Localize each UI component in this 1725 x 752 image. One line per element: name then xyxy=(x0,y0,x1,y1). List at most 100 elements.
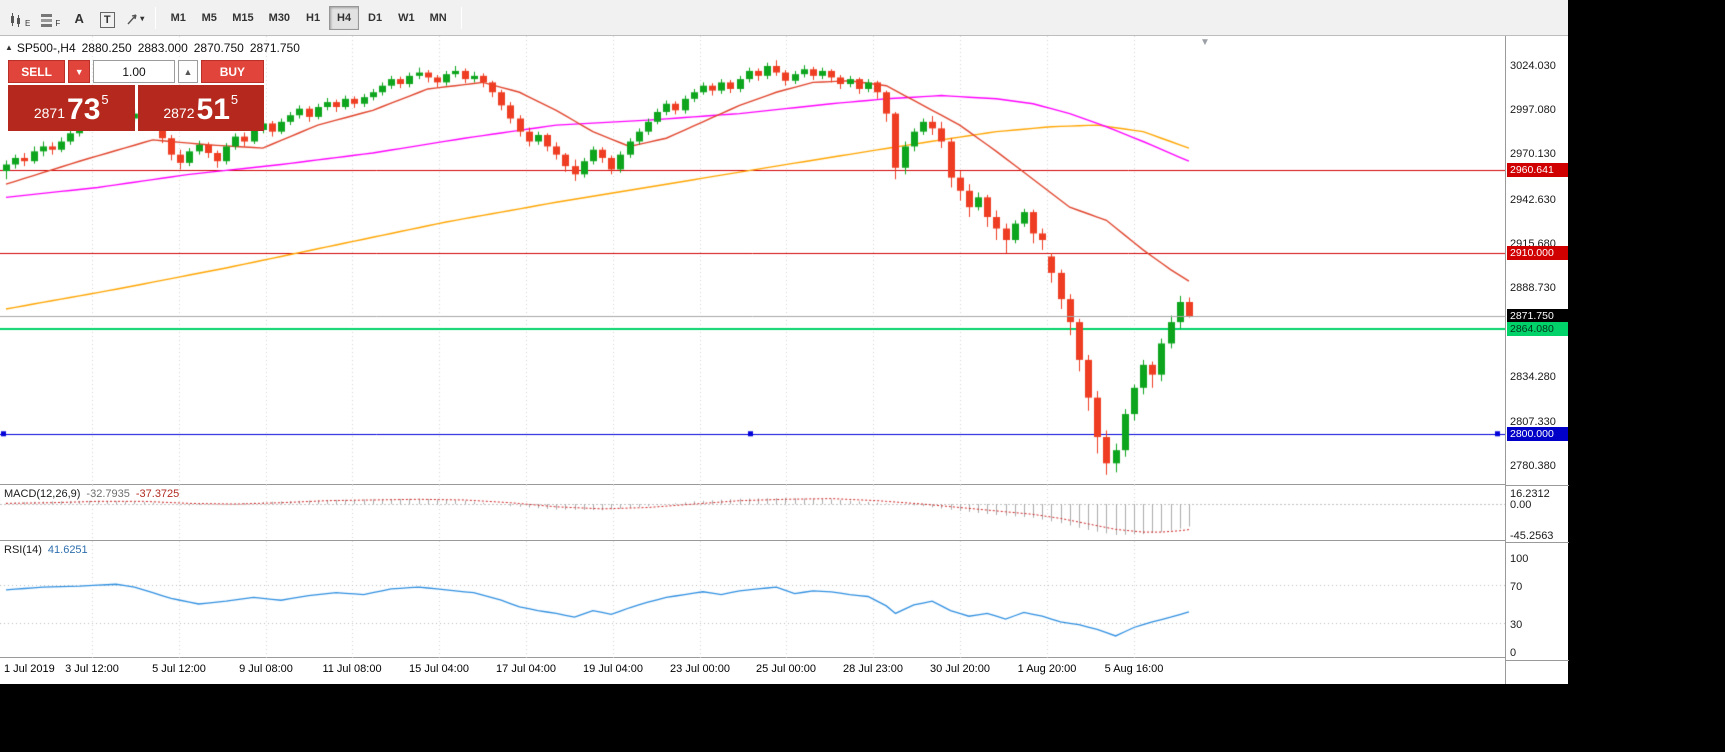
timeframe-button-m15[interactable]: M15 xyxy=(225,6,260,30)
price-marker-2871.750: 2871.750 xyxy=(1507,308,1568,323)
time-tick-label: 5 Aug 16:00 xyxy=(1104,663,1164,675)
volume-dropdown-button[interactable]: ▼ xyxy=(68,60,91,83)
collapse-arrow-icon[interactable]: ▲ xyxy=(5,43,13,52)
time-tick-label: 3 Jul 12:00 xyxy=(65,663,119,675)
timeframe-button-h1[interactable]: H1 xyxy=(298,6,328,30)
timeframe-button-w1[interactable]: W1 xyxy=(391,6,422,30)
symbol-period-label: SP500-,H4 xyxy=(16,41,76,55)
timeframe-button-m30[interactable]: M30 xyxy=(262,6,297,30)
ask-main-digits: 51 xyxy=(196,93,230,126)
rsi-panel[interactable]: RSI(14) 41.6251 xyxy=(0,541,1505,658)
panel-separator xyxy=(1506,660,1569,661)
bid-prefix: 2871 xyxy=(33,105,66,121)
toolbar-separator xyxy=(460,6,462,29)
open-value: 2880.250 xyxy=(81,41,132,55)
macd-label: MACD(12,26,9) -32.7935 -37.3725 xyxy=(4,488,179,500)
high-value: 2883.000 xyxy=(137,41,188,55)
price-tick-label: 2834.280 xyxy=(1510,371,1556,384)
time-tick-label: 19 Jul 04:00 xyxy=(583,663,643,675)
plots: ▲ SP500-,H4 2880.250 2883.000 2870.750 2871.7… xyxy=(0,36,1505,684)
macd-tick-label: 0.00 xyxy=(1510,499,1532,512)
price-marker-2960.641: 2960.641 xyxy=(1507,163,1568,177)
time-axis[interactable]: 1 Jul 2019 3 Jul 12:00 5 Jul 12:00 9 Jul 08… xyxy=(0,658,1505,681)
grid-icon xyxy=(41,13,53,27)
buy-button[interactable]: BUY xyxy=(200,60,264,83)
rsi-value: 41.6251 xyxy=(47,544,88,556)
price-tick-label: 2888.730 xyxy=(1510,282,1556,295)
rsi-name: RSI(14) xyxy=(4,544,42,556)
chart-window-icon[interactable]: E xyxy=(6,5,34,31)
caret-up-icon: ▲ xyxy=(183,66,193,77)
time-tick-label: 5 Jul 12:00 xyxy=(152,663,206,675)
data-window-icon[interactable]: F xyxy=(36,5,64,31)
candlestick-icon xyxy=(11,12,20,27)
time-tick-label: 17 Jul 04:00 xyxy=(496,663,556,675)
timeframe-button-mn[interactable]: MN xyxy=(423,6,454,30)
time-tick-label: 1 Jul 2019 xyxy=(4,663,55,675)
macd-canvas[interactable] xyxy=(0,485,1505,541)
price-tick-label: 2807.330 xyxy=(1510,415,1556,428)
price-marker-2800.000: 2800.000 xyxy=(1507,426,1568,441)
price-tick-label: 2997.080 xyxy=(1510,104,1556,117)
macd-main-value: -32.7935 xyxy=(86,488,130,500)
timeframe-button-d1[interactable]: D1 xyxy=(360,6,390,30)
time-tick-label: 9 Jul 08:00 xyxy=(239,663,293,675)
price-marker-2910.000: 2910.000 xyxy=(1507,246,1568,261)
ohlc-header: ▲ SP500-,H4 2880.250 2883.000 2870.750 2871.7… xyxy=(5,41,306,55)
timeframe-button-m1[interactable]: M1 xyxy=(163,6,193,30)
low-value: 2870.750 xyxy=(193,41,244,55)
toolbar-separator xyxy=(155,6,157,29)
icon-sub-label: F xyxy=(55,18,61,28)
price-tick-label: 2970.130 xyxy=(1510,148,1556,161)
chart-shift-marker-icon[interactable]: ▼ xyxy=(1200,37,1210,48)
time-tick-label: 11 Jul 08:00 xyxy=(322,663,382,675)
price-scale[interactable]: 3024.030 2997.080 2970.130 2942.630 2915.680… xyxy=(1505,36,1569,684)
rsi-tick-label: 0 xyxy=(1510,647,1517,659)
bid-pip-fraction: 5 xyxy=(101,92,109,107)
macd-tick-label: -45.2563 xyxy=(1510,530,1554,542)
chart-content: ▲ SP500-,H4 2880.250 2883.000 2870.750 2871.7… xyxy=(0,36,1569,684)
ask-prefix: 2872 xyxy=(163,105,195,121)
rsi-tick-label: 100 xyxy=(1510,553,1529,565)
time-tick-label: 28 Jul 23:00 xyxy=(843,663,903,675)
volume-increase-button[interactable]: ▲ xyxy=(178,60,198,83)
bid-main-digits: 73 xyxy=(67,93,101,126)
time-tick-label: 15 Jul 04:00 xyxy=(409,663,469,675)
price-tick-label: 3024.030 xyxy=(1510,59,1556,72)
close-value: 2871.750 xyxy=(249,41,300,55)
panel-separator xyxy=(1506,485,1569,486)
timeframe-button-m5[interactable]: M5 xyxy=(194,6,224,30)
price-tick-label: 2780.380 xyxy=(1510,459,1556,472)
rsi-label: RSI(14) 41.6251 xyxy=(4,544,88,556)
macd-signal-value: -37.3725 xyxy=(135,488,180,500)
ask-price-display[interactable]: 2872 51 5 xyxy=(137,85,264,131)
time-tick-label: 30 Jul 20:00 xyxy=(930,663,990,675)
macd-name: MACD(12,26,9) xyxy=(4,488,81,500)
rsi-tick-label: 70 xyxy=(1510,581,1523,594)
volume-input[interactable] xyxy=(93,60,176,83)
time-tick-label: 25 Jul 00:00 xyxy=(756,663,816,675)
timeframe-button-h4[interactable]: H4 xyxy=(329,5,360,30)
sell-button[interactable]: SELL xyxy=(8,60,66,83)
toolbar: E F A T ▾ M1 M5 M15 M30 H1 H4 D1 W1 MN xyxy=(0,0,1568,36)
time-tick-label: 23 Jul 00:00 xyxy=(670,663,730,675)
price-marker-2864.080: 2864.080 xyxy=(1507,321,1568,336)
bid-price-display[interactable]: 2871 73 5 xyxy=(8,85,135,131)
icon-sub-label: E xyxy=(25,18,31,28)
text-label-icon[interactable]: A xyxy=(66,5,92,31)
rsi-canvas[interactable] xyxy=(0,541,1505,658)
macd-panel[interactable]: MACD(12,26,9) -32.7935 -37.3725 xyxy=(0,485,1505,541)
price-tick-label: 2942.630 xyxy=(1510,193,1556,206)
rsi-tick-label: 30 xyxy=(1510,618,1523,631)
timeframe-group: M1 M5 M15 M30 H1 H4 D1 W1 MN xyxy=(163,5,454,30)
caret-down-icon: ▼ xyxy=(74,66,84,77)
arrows-tool-icon[interactable]: ▾ xyxy=(122,5,148,31)
time-tick-label: 1 Aug 20:00 xyxy=(1017,663,1077,675)
text-box-icon[interactable]: T xyxy=(94,5,120,31)
terminal-window: E F A T ▾ M1 M5 M15 M30 H1 H4 D1 W1 MN xyxy=(0,0,1569,684)
main-chart-panel[interactable]: ▲ SP500-,H4 2880.250 2883.000 2870.750 2871.7… xyxy=(0,36,1505,485)
ask-pip-fraction: 5 xyxy=(230,92,239,107)
macd-tick-label: 16.2312 xyxy=(1510,488,1550,500)
